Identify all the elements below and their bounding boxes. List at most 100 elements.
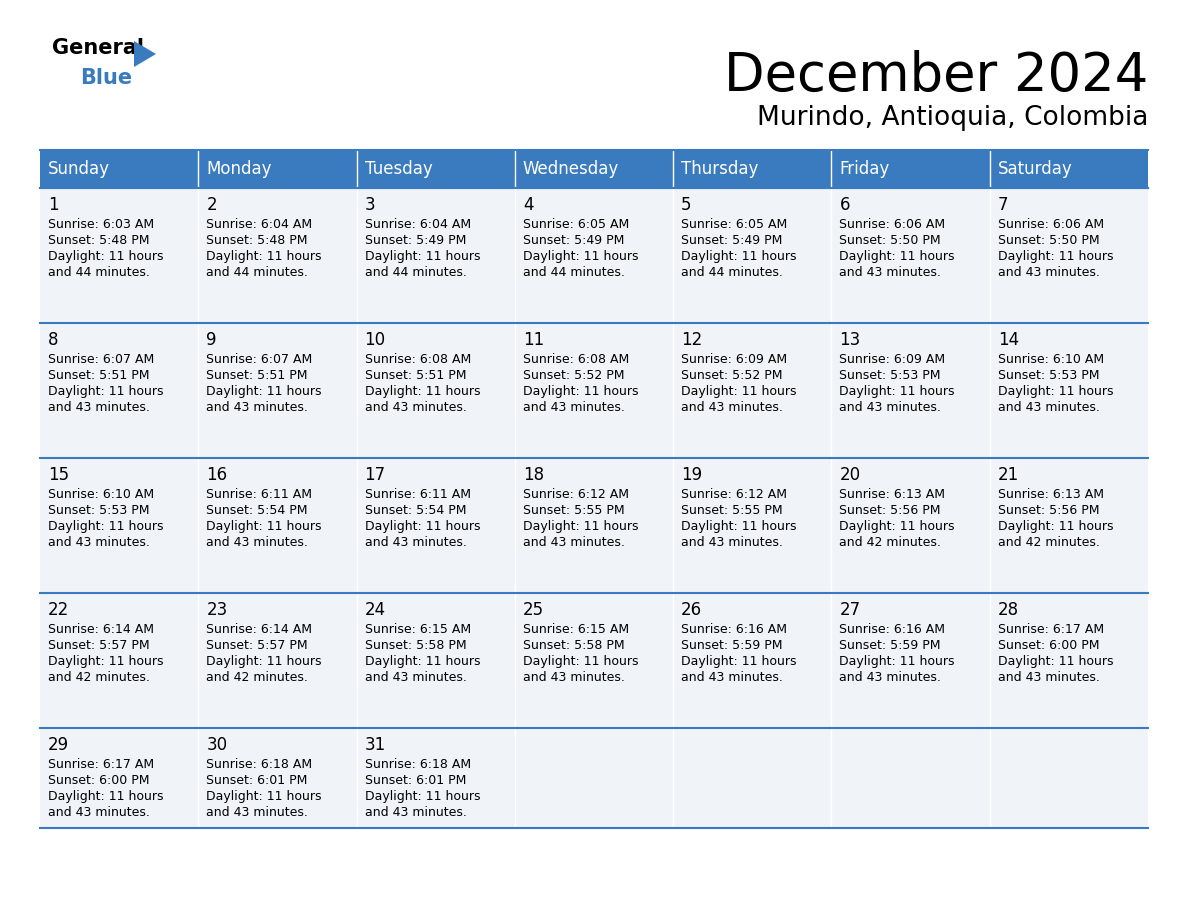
Text: Daylight: 11 hours: Daylight: 11 hours — [840, 655, 955, 668]
Text: and 43 minutes.: and 43 minutes. — [207, 401, 308, 414]
Text: Daylight: 11 hours: Daylight: 11 hours — [840, 520, 955, 533]
Bar — [40, 593, 198, 728]
Bar — [832, 593, 990, 728]
Text: Sunrise: 6:13 AM: Sunrise: 6:13 AM — [998, 488, 1104, 501]
Text: Sunset: 5:59 PM: Sunset: 5:59 PM — [681, 639, 783, 652]
Bar — [990, 728, 1148, 828]
Text: and 43 minutes.: and 43 minutes. — [998, 266, 1100, 279]
Bar — [674, 458, 832, 593]
Text: Daylight: 11 hours: Daylight: 11 hours — [681, 250, 797, 263]
Text: Sunset: 5:50 PM: Sunset: 5:50 PM — [998, 234, 1099, 247]
Bar — [990, 458, 1148, 593]
Text: Saturday: Saturday — [998, 160, 1073, 178]
Text: Sunset: 5:53 PM: Sunset: 5:53 PM — [998, 369, 1099, 382]
Text: 25: 25 — [523, 601, 544, 619]
Text: Sunset: 5:49 PM: Sunset: 5:49 PM — [523, 234, 624, 247]
Text: 26: 26 — [681, 601, 702, 619]
Text: and 43 minutes.: and 43 minutes. — [840, 671, 941, 684]
Text: 8: 8 — [48, 331, 58, 349]
Text: and 43 minutes.: and 43 minutes. — [207, 806, 308, 819]
Bar — [990, 323, 1148, 458]
Text: Sunrise: 6:04 AM: Sunrise: 6:04 AM — [365, 218, 470, 231]
Bar — [674, 728, 832, 828]
Text: and 43 minutes.: and 43 minutes. — [365, 536, 467, 549]
Text: Sunrise: 6:09 AM: Sunrise: 6:09 AM — [681, 353, 788, 366]
Text: Daylight: 11 hours: Daylight: 11 hours — [681, 520, 797, 533]
Bar — [514, 728, 674, 828]
Text: 19: 19 — [681, 466, 702, 484]
Text: Sunset: 5:54 PM: Sunset: 5:54 PM — [207, 504, 308, 517]
Text: Sunrise: 6:16 AM: Sunrise: 6:16 AM — [681, 623, 788, 636]
Text: and 43 minutes.: and 43 minutes. — [48, 536, 150, 549]
Text: and 44 minutes.: and 44 minutes. — [523, 266, 625, 279]
Text: Wednesday: Wednesday — [523, 160, 619, 178]
Text: Sunrise: 6:06 AM: Sunrise: 6:06 AM — [998, 218, 1104, 231]
Text: 15: 15 — [48, 466, 69, 484]
Text: and 43 minutes.: and 43 minutes. — [681, 671, 783, 684]
Text: December 2024: December 2024 — [723, 50, 1148, 102]
Text: and 44 minutes.: and 44 minutes. — [207, 266, 308, 279]
Bar — [674, 323, 832, 458]
Text: Sunset: 6:01 PM: Sunset: 6:01 PM — [207, 774, 308, 787]
Text: Daylight: 11 hours: Daylight: 11 hours — [48, 250, 164, 263]
Text: Sunrise: 6:08 AM: Sunrise: 6:08 AM — [523, 353, 630, 366]
Text: Sunset: 5:56 PM: Sunset: 5:56 PM — [998, 504, 1099, 517]
Text: Sunset: 5:50 PM: Sunset: 5:50 PM — [840, 234, 941, 247]
Text: Sunrise: 6:07 AM: Sunrise: 6:07 AM — [207, 353, 312, 366]
Bar — [674, 150, 832, 188]
Text: Sunset: 5:51 PM: Sunset: 5:51 PM — [365, 369, 466, 382]
Text: 20: 20 — [840, 466, 860, 484]
Text: and 43 minutes.: and 43 minutes. — [523, 671, 625, 684]
Text: and 43 minutes.: and 43 minutes. — [365, 401, 467, 414]
Polygon shape — [134, 41, 156, 67]
Text: and 43 minutes.: and 43 minutes. — [207, 536, 308, 549]
Text: 14: 14 — [998, 331, 1019, 349]
Text: Sunrise: 6:18 AM: Sunrise: 6:18 AM — [207, 758, 312, 771]
Text: Sunset: 5:53 PM: Sunset: 5:53 PM — [840, 369, 941, 382]
Bar — [40, 728, 198, 828]
Text: 5: 5 — [681, 196, 691, 214]
Text: 6: 6 — [840, 196, 849, 214]
Text: Sunrise: 6:13 AM: Sunrise: 6:13 AM — [840, 488, 946, 501]
Text: Sunset: 5:52 PM: Sunset: 5:52 PM — [681, 369, 783, 382]
Bar — [40, 323, 198, 458]
Text: Daylight: 11 hours: Daylight: 11 hours — [207, 790, 322, 803]
Text: Daylight: 11 hours: Daylight: 11 hours — [840, 250, 955, 263]
Text: Daylight: 11 hours: Daylight: 11 hours — [523, 250, 638, 263]
Text: Daylight: 11 hours: Daylight: 11 hours — [365, 250, 480, 263]
Text: Sunset: 5:58 PM: Sunset: 5:58 PM — [365, 639, 466, 652]
Text: Daylight: 11 hours: Daylight: 11 hours — [48, 520, 164, 533]
Text: Sunrise: 6:03 AM: Sunrise: 6:03 AM — [48, 218, 154, 231]
Text: Sunset: 5:48 PM: Sunset: 5:48 PM — [48, 234, 150, 247]
Text: 13: 13 — [840, 331, 860, 349]
Text: and 44 minutes.: and 44 minutes. — [365, 266, 467, 279]
Text: Daylight: 11 hours: Daylight: 11 hours — [48, 385, 164, 398]
Text: 3: 3 — [365, 196, 375, 214]
Bar — [198, 593, 356, 728]
Text: Daylight: 11 hours: Daylight: 11 hours — [48, 655, 164, 668]
Text: Daylight: 11 hours: Daylight: 11 hours — [840, 385, 955, 398]
Bar — [832, 728, 990, 828]
Text: and 43 minutes.: and 43 minutes. — [840, 266, 941, 279]
Text: 1: 1 — [48, 196, 58, 214]
Text: Sunrise: 6:09 AM: Sunrise: 6:09 AM — [840, 353, 946, 366]
Text: Daylight: 11 hours: Daylight: 11 hours — [523, 655, 638, 668]
Bar — [674, 593, 832, 728]
Text: Sunset: 5:57 PM: Sunset: 5:57 PM — [207, 639, 308, 652]
Text: Sunrise: 6:10 AM: Sunrise: 6:10 AM — [48, 488, 154, 501]
Bar — [356, 150, 514, 188]
Bar — [198, 323, 356, 458]
Text: Daylight: 11 hours: Daylight: 11 hours — [207, 520, 322, 533]
Text: Tuesday: Tuesday — [365, 160, 432, 178]
Bar — [832, 458, 990, 593]
Text: Daylight: 11 hours: Daylight: 11 hours — [998, 385, 1113, 398]
Text: Sunset: 5:55 PM: Sunset: 5:55 PM — [523, 504, 625, 517]
Text: Sunrise: 6:05 AM: Sunrise: 6:05 AM — [681, 218, 788, 231]
Text: Sunrise: 6:05 AM: Sunrise: 6:05 AM — [523, 218, 630, 231]
Text: and 43 minutes.: and 43 minutes. — [48, 401, 150, 414]
Text: Sunrise: 6:14 AM: Sunrise: 6:14 AM — [48, 623, 154, 636]
Text: and 43 minutes.: and 43 minutes. — [365, 806, 467, 819]
Text: 24: 24 — [365, 601, 386, 619]
Text: Blue: Blue — [80, 68, 132, 88]
Text: 10: 10 — [365, 331, 386, 349]
